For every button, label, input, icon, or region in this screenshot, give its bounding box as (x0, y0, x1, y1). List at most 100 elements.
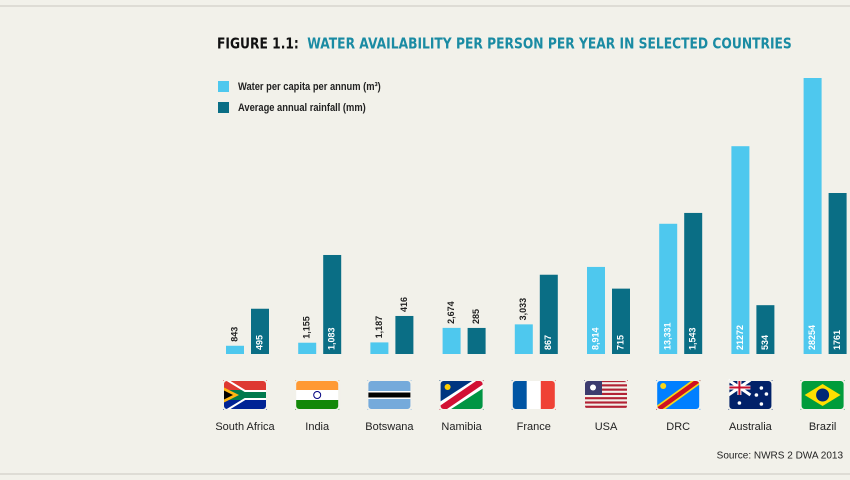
f (295, 390, 340, 400)
bar (539, 274, 558, 354)
value-label: 285 (471, 309, 481, 324)
bar (659, 223, 678, 354)
flag-border (438, 379, 485, 411)
bar (612, 288, 630, 354)
flag-border (222, 379, 268, 411)
f (223, 380, 267, 390)
value-label: 1761 (832, 330, 842, 350)
f (759, 386, 764, 390)
f (511, 380, 527, 410)
f (223, 400, 267, 410)
value-label: 495 (254, 335, 264, 350)
x-tick-label: France (517, 421, 551, 433)
value-label: 534 (760, 335, 770, 350)
source: Source: NWRS 2 DWA 2013 (717, 451, 844, 462)
f (737, 401, 742, 405)
flag (799, 379, 846, 411)
value-label: 1,187 (374, 316, 384, 339)
f (584, 380, 628, 383)
x-tick-label: Brazil (809, 421, 837, 433)
f (367, 392, 412, 398)
f (540, 380, 556, 410)
f (584, 405, 628, 408)
value-label: 21272 (735, 325, 745, 350)
bar (395, 315, 414, 354)
value-label: 1,155 (302, 316, 312, 339)
x-tick-label: India (305, 421, 330, 433)
f (759, 402, 764, 406)
value-label: 13,331 (663, 322, 673, 350)
f (754, 393, 759, 397)
value-label: 2,674 (446, 301, 456, 324)
flag-border (799, 379, 846, 411)
bar (684, 212, 703, 354)
f (526, 380, 541, 410)
f (313, 391, 322, 399)
flag-border (727, 379, 774, 411)
x-tick-label: Australia (729, 421, 773, 433)
f (590, 384, 596, 391)
value-label: 1,543 (688, 327, 698, 350)
legend-label: Water per capita per annum (m³) (238, 81, 381, 93)
figure-label: FIGURE 1.1: (217, 35, 299, 52)
x-tick-label: Namibia (441, 421, 482, 433)
f (444, 384, 451, 390)
x-tick-label: Botswana (365, 421, 414, 433)
f (764, 392, 769, 396)
f (728, 380, 751, 395)
f (656, 380, 701, 410)
f (295, 400, 340, 410)
x-tick-label: DRC (666, 421, 690, 433)
f (295, 380, 340, 390)
bar (803, 78, 822, 354)
value-label: 28254 (807, 325, 817, 350)
bar (587, 266, 605, 354)
flag-border (583, 379, 629, 411)
bar (251, 308, 269, 354)
flag (438, 379, 485, 411)
value-label: 1,083 (327, 327, 337, 350)
bar (298, 342, 317, 354)
legend-swatch (218, 81, 229, 92)
bar (514, 324, 533, 354)
f (584, 401, 628, 404)
flag-border (655, 379, 702, 411)
bar (323, 254, 342, 354)
flag (294, 379, 341, 411)
f (584, 397, 628, 400)
legend-label: Average annual rainfall (mm) (238, 102, 366, 114)
bar (467, 327, 486, 354)
flag (366, 379, 413, 411)
flag (583, 379, 629, 411)
f (816, 388, 830, 402)
x-tick-label: USA (595, 421, 618, 433)
value-label: 3,033 (518, 298, 528, 321)
flag (727, 378, 774, 411)
bar (370, 342, 389, 354)
value-label: 8,914 (590, 327, 600, 350)
f (439, 380, 484, 410)
bar (756, 305, 775, 354)
f (584, 384, 628, 387)
bar (731, 146, 750, 354)
value-label: 416 (399, 297, 409, 312)
flag-border (294, 379, 341, 411)
title-text: WATER AVAILABILITY PER PERSON PER YEAR I… (307, 35, 792, 52)
value-label: 715 (615, 335, 625, 350)
value-label: 843 (229, 327, 239, 342)
flag (222, 379, 268, 411)
flag-border (510, 379, 557, 411)
value-label: 867 (543, 335, 553, 350)
bar (828, 193, 847, 354)
f (584, 392, 628, 395)
bar (442, 327, 461, 354)
f (660, 383, 667, 389)
bar (226, 345, 244, 354)
flag (510, 379, 557, 411)
chart-title: FIGURE 1.1: WATER AVAILABILITY PER PERSO… (217, 35, 792, 52)
legend-swatch (218, 102, 229, 113)
f (223, 390, 233, 400)
flag (655, 379, 702, 411)
